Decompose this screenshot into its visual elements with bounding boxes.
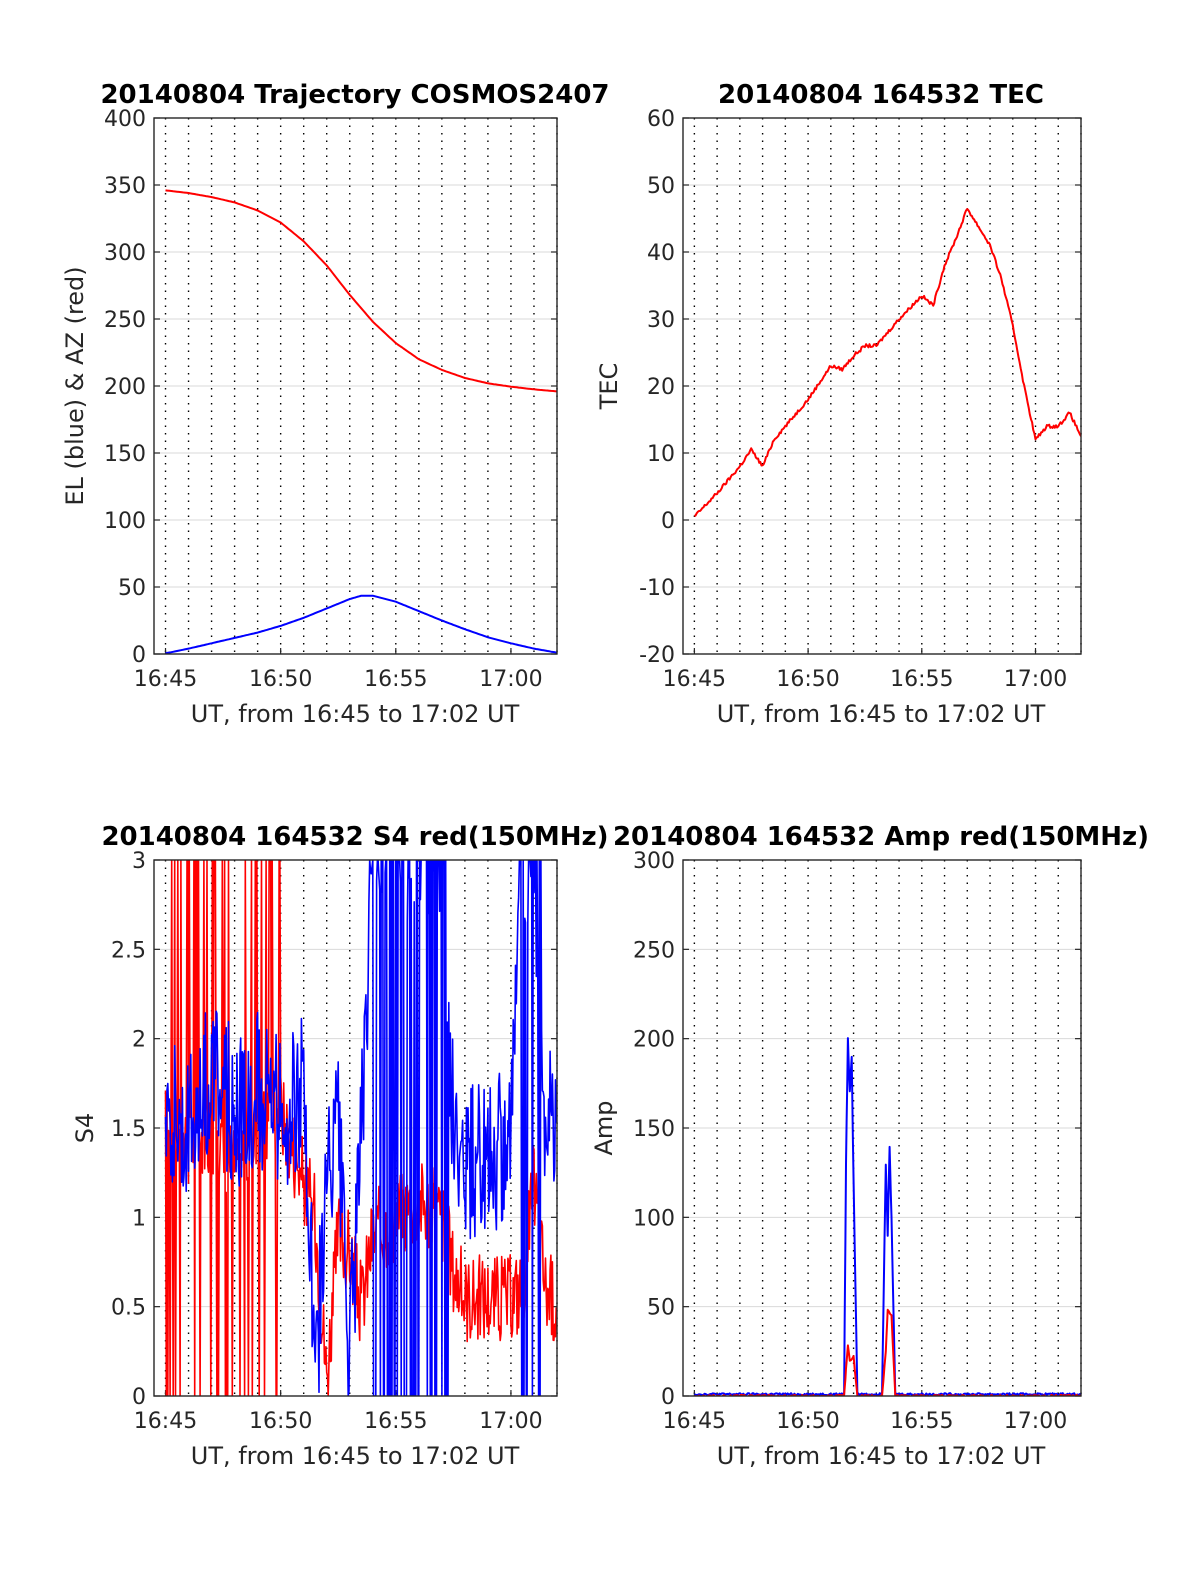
trajectory-title: 20140804 Trajectory COSMOS2407 (100, 80, 609, 110)
tec-x-tick-label: 16:50 (776, 667, 839, 692)
trajectory-y-tick-label: 350 (104, 174, 146, 199)
amp-x-tick-label: 16:45 (663, 1409, 726, 1434)
s4-x-tick-label: 16:55 (364, 1409, 427, 1434)
trajectory-series-red (165, 189, 557, 393)
amp-title: 20140804 164532 Amp red(150MHz) (613, 822, 1149, 852)
amp-y-axis-label: Amp (590, 1100, 618, 1155)
tec-x-axis-label: UT, from 16:45 to 17:02 UT (717, 700, 1046, 728)
s4-x-axis-label: UT, from 16:45 to 17:02 UT (191, 1442, 520, 1470)
s4-x-tick-label: 16:45 (134, 1409, 197, 1434)
amp-x-axis-label: UT, from 16:45 to 17:02 UT (717, 1442, 1046, 1470)
tec-y-tick-label: 30 (647, 308, 675, 333)
tec-y-tick-label: 50 (647, 174, 675, 199)
trajectory-x-tick-label: 16:55 (364, 667, 427, 692)
amp-y-tick-label: 50 (647, 1296, 675, 1321)
tec-x-tick-label: 16:45 (663, 667, 726, 692)
trajectory-x-tick-label: 16:45 (134, 667, 197, 692)
s4-x-tick-label: 16:50 (249, 1409, 312, 1434)
tec-series-red (694, 208, 1081, 517)
trajectory-x-axis-label: UT, from 16:45 to 17:02 UT (191, 700, 520, 728)
s4-series-red (164, 860, 557, 1396)
s4-series-blue (164, 860, 557, 1396)
tec-y-tick-label: 10 (647, 442, 675, 467)
trajectory-y-tick-label: 0 (132, 643, 146, 668)
tec-y-axis-label: TEC (595, 363, 623, 411)
tec-axes-frame (682, 117, 1082, 655)
amp-y-tick-label: 200 (633, 1028, 675, 1053)
trajectory-y-tick-label: 50 (118, 576, 146, 601)
s4-title: 20140804 164532 S4 red(150MHz) (101, 822, 608, 852)
amp-panel: 20140804 164532 Amp red(150MHz) UT, from… (590, 822, 1149, 1470)
trajectory-y-tick-label: 200 (104, 375, 146, 400)
trajectory-y-tick-label: 250 (104, 308, 146, 333)
s4-panel: 20140804 164532 S4 red(150MHz) UT, from … (71, 822, 609, 1470)
trajectory-x-tick-label: 16:50 (249, 667, 312, 692)
tec-x-tick-label: 17:00 (1004, 667, 1067, 692)
s4-y-tick-label: 1.5 (111, 1117, 146, 1142)
trajectory-y-tick-label: 150 (104, 442, 146, 467)
s4-y-tick-label: 0.5 (111, 1296, 146, 1321)
tec-x-tick-label: 16:55 (890, 667, 953, 692)
tec-y-tick-label: 20 (647, 375, 675, 400)
amp-axes-frame (682, 859, 1082, 1397)
trajectory-series-blue (165, 594, 557, 654)
tec-title: 20140804 164532 TEC (718, 80, 1044, 110)
trajectory-axes-frame (153, 117, 558, 655)
amp-y-tick-label: 250 (633, 938, 675, 963)
trajectory-y-axis-label: EL (blue) & AZ (red) (61, 266, 89, 505)
tec-y-tick-label: 60 (647, 107, 675, 132)
tec-panel: 20140804 164532 TEC UT, from 16:45 to 17… (595, 80, 1082, 728)
amp-y-tick-label: 300 (633, 849, 675, 874)
amp-x-tick-label: 16:50 (776, 1409, 839, 1434)
tec-y-tick-label: 0 (661, 509, 675, 534)
trajectory-panel: 20140804 Trajectory COSMOS2407 UT, from … (61, 80, 610, 728)
s4-y-axis-label: S4 (71, 1113, 99, 1144)
amp-y-tick-label: 100 (633, 1206, 675, 1231)
trajectory-y-tick-label: 400 (104, 107, 146, 132)
trajectory-y-tick-label: 100 (104, 509, 146, 534)
tec-y-tick-label: -10 (639, 576, 675, 601)
tec-y-tick-label: -20 (639, 643, 675, 668)
s4-y-tick-label: 2 (132, 1028, 146, 1053)
amp-x-tick-label: 16:55 (890, 1409, 953, 1434)
amp-y-tick-label: 150 (633, 1117, 675, 1142)
s4-x-tick-label: 17:00 (479, 1409, 542, 1434)
amp-y-tick-label: 0 (661, 1385, 675, 1410)
s4-y-tick-label: 3 (132, 849, 146, 874)
trajectory-y-tick-label: 300 (104, 241, 146, 266)
amp-x-tick-label: 17:00 (1004, 1409, 1067, 1434)
s4-axes-frame (153, 859, 558, 1397)
s4-y-tick-label: 0 (132, 1385, 146, 1410)
tec-y-tick-label: 40 (647, 241, 675, 266)
s4-y-tick-label: 2.5 (111, 938, 146, 963)
trajectory-x-tick-label: 17:00 (479, 667, 542, 692)
s4-y-tick-label: 1 (132, 1206, 146, 1231)
